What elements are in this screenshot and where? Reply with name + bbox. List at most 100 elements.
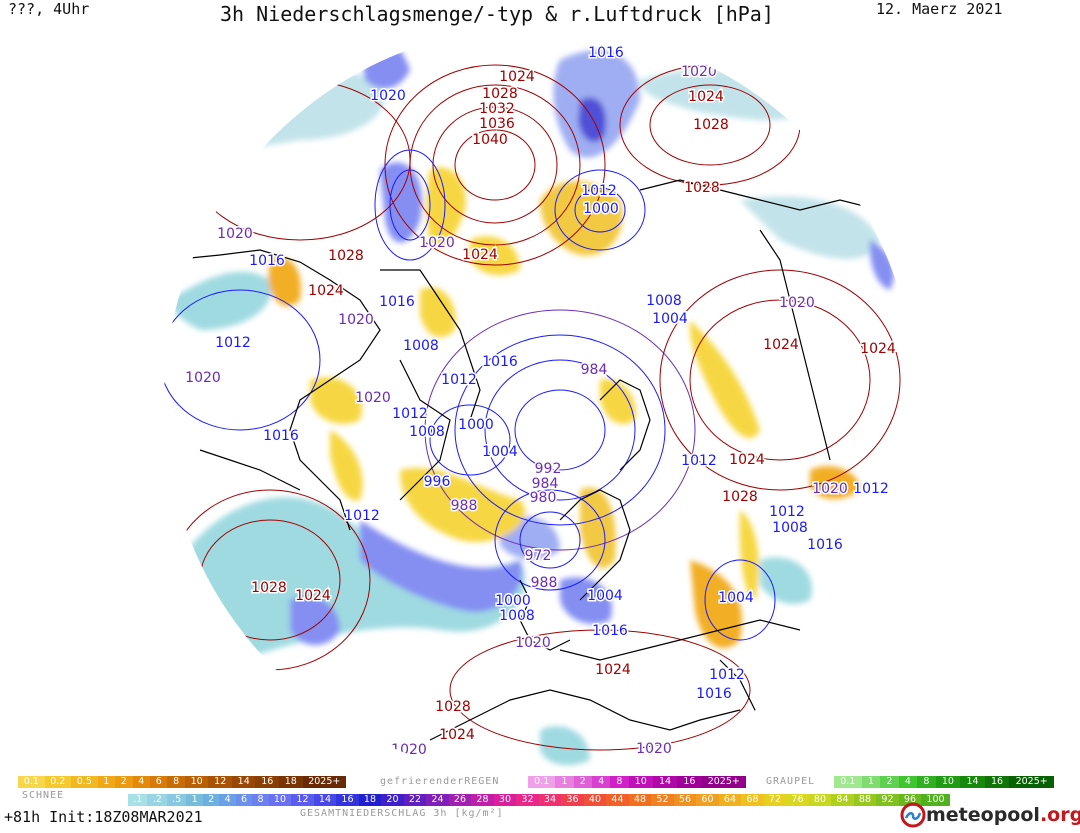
isobar-label: 1016 bbox=[696, 686, 732, 702]
isobar-label: 1012 bbox=[344, 508, 380, 524]
legend-swatch: 88 bbox=[853, 794, 877, 806]
isobar-label: 984 bbox=[532, 476, 559, 492]
isobar-label: 1012 bbox=[441, 372, 477, 388]
isobar-label: 1016 bbox=[588, 45, 624, 61]
isobar-label: 1016 bbox=[592, 623, 628, 639]
isobar-label: 1028 bbox=[693, 117, 729, 133]
legend-swatch: 14 bbox=[652, 776, 678, 788]
isobar-label: 1024 bbox=[595, 662, 631, 678]
isobar-label: 984 bbox=[581, 362, 608, 378]
model-run-info: +81h Init:18Z08MAR2021 bbox=[4, 808, 203, 826]
isobar-label: 992 bbox=[535, 461, 562, 477]
legend-swatch: 16 bbox=[336, 794, 359, 806]
legend-swatch: 10 bbox=[628, 776, 653, 788]
legend-swatch: 30 bbox=[493, 794, 517, 806]
legend-swatch: 76 bbox=[786, 794, 809, 806]
legend-swatch: 18 bbox=[279, 776, 303, 788]
isobar-label: 1020 bbox=[419, 235, 455, 251]
isobar-label: 1000 bbox=[583, 201, 619, 217]
isobar-label: 1020 bbox=[338, 312, 374, 328]
legend-swatch: 36 bbox=[561, 794, 584, 806]
legend-swatch: 84 bbox=[831, 794, 854, 806]
isobar-label: 1024 bbox=[439, 727, 475, 743]
isobar-label: 1036 bbox=[479, 116, 515, 132]
isobar-label: 1004 bbox=[718, 590, 754, 606]
isobar-label: 1016 bbox=[482, 354, 518, 370]
legend-swatch: 0.1 bbox=[18, 776, 45, 788]
isobar-label: 1008 bbox=[403, 338, 439, 354]
isobar-label: 1016 bbox=[379, 294, 415, 310]
legend-swatch: 1 bbox=[555, 776, 574, 788]
meteopool-logo-icon bbox=[900, 802, 926, 828]
isobar-label: 1016 bbox=[263, 428, 299, 444]
total-precipitation-legend-bar: .1.2.5 1 2 4 6 8 10 12 14 16 18 20 22 24 26 28 30 32 34 36 4… bbox=[128, 794, 950, 806]
legend-swatch: 24 bbox=[426, 794, 449, 806]
isobar-label: 1008 bbox=[772, 520, 808, 536]
freezing-rain-legend-label: gefrierenderREGEN bbox=[380, 776, 500, 787]
isobar-label: 988 bbox=[531, 575, 558, 591]
legend-swatch: 22 bbox=[403, 794, 427, 806]
legend-swatch: 8 bbox=[610, 776, 629, 788]
snow-legend-label: SCHNEE bbox=[22, 790, 65, 801]
legend-swatch: 6 bbox=[150, 776, 168, 788]
legend-swatch: 10 bbox=[268, 794, 292, 806]
isobar-label: 1028 bbox=[435, 699, 471, 715]
snow-legend-bar: 0.1 0.2 0.5 1 2 4 6 8 10 12 14 16 18 2025+ bbox=[18, 776, 347, 788]
legend-swatch: 64 bbox=[718, 794, 742, 806]
legend-swatch: 2025+ bbox=[302, 776, 347, 788]
logo-name: meteopool bbox=[926, 804, 1040, 826]
legend-swatch: 72 bbox=[763, 794, 787, 806]
legend-swatch: 0.1 bbox=[834, 776, 862, 788]
legend-swatch: 48 bbox=[628, 794, 652, 806]
legend-swatch: .2 bbox=[147, 794, 167, 806]
isobar-label: 1012 bbox=[769, 504, 805, 520]
meteopool-logo[interactable]: meteopool.org bbox=[900, 802, 1080, 828]
legend-swatch: 2 bbox=[880, 776, 899, 788]
legend-swatch: 4 bbox=[219, 794, 236, 806]
logo-tld: .org bbox=[1039, 804, 1080, 826]
isobar-label: 1024 bbox=[295, 588, 331, 604]
isobar-label: 1028 bbox=[251, 580, 287, 596]
isobar-label: 1024 bbox=[462, 247, 498, 263]
legend-swatch: 2 bbox=[202, 794, 220, 806]
legend-swatch: 16 bbox=[677, 776, 702, 788]
isobar-label: 1012 bbox=[581, 183, 617, 199]
legend-swatch: 2 bbox=[573, 776, 592, 788]
isobar-label: 1012 bbox=[709, 667, 745, 683]
legend-swatch: 44 bbox=[606, 794, 629, 806]
isobar-label: 1000 bbox=[458, 417, 494, 433]
map-title: 3h Niederschlagsmenge/-typ & r.Luftdruck… bbox=[220, 2, 774, 26]
legend-swatch: 8 bbox=[917, 776, 936, 788]
legend-swatch: 4 bbox=[132, 776, 150, 788]
graupel-legend-bar: 0.1 1 2 4 8 10 14 16 2025+ bbox=[834, 776, 1054, 788]
legend-swatch: 1 bbox=[186, 794, 203, 806]
legend-swatch: 4 bbox=[898, 776, 918, 788]
isobar-label: 1028 bbox=[684, 180, 720, 196]
isobar-label: 1028 bbox=[482, 86, 518, 102]
isobar-label: 1024 bbox=[729, 452, 765, 468]
isobar-label: 980 bbox=[530, 490, 557, 506]
freezing-rain-legend-bar: 0.1 1 2 4 8 10 14 16 2025+ bbox=[528, 776, 746, 788]
legend-swatch: .5 bbox=[166, 794, 187, 806]
isobar-label: 1024 bbox=[763, 337, 799, 353]
legend-swatch: 56 bbox=[673, 794, 697, 806]
isobar-label: 1012 bbox=[681, 453, 717, 469]
legend-swatch: 34 bbox=[538, 794, 562, 806]
map-background bbox=[0, 0, 1080, 800]
isobar-label: 1000 bbox=[495, 593, 531, 609]
forecast-time-label: ???, 4Uhr bbox=[8, 0, 90, 18]
isobar-label: 1024 bbox=[499, 69, 535, 85]
isobar-label: 1020 bbox=[812, 481, 848, 497]
legend-swatch: 12 bbox=[208, 776, 232, 788]
legend-swatch: 16 bbox=[255, 776, 279, 788]
isobar-label: 1016 bbox=[807, 537, 843, 553]
legend-swatch: 8 bbox=[252, 794, 269, 806]
legend-swatch: 14 bbox=[231, 776, 256, 788]
isobar-label: 1004 bbox=[587, 588, 623, 604]
isobar-label: 1024 bbox=[308, 283, 344, 299]
isobar-label: 1008 bbox=[409, 424, 445, 440]
isobar-label: 1040 bbox=[472, 132, 508, 148]
isobar-label: 1004 bbox=[652, 311, 688, 327]
legend-swatch: 1 bbox=[97, 776, 116, 788]
isobar-label: 988 bbox=[451, 498, 478, 514]
